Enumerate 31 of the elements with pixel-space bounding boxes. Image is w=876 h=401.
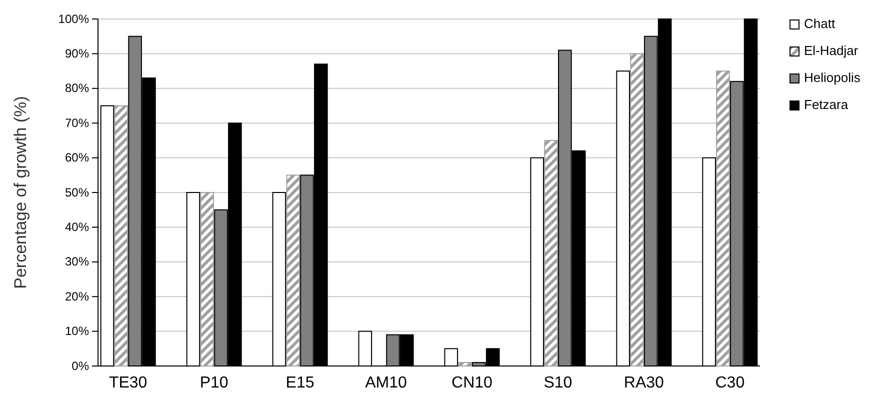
y-tick-label: 0% [72, 358, 90, 373]
y-tick-label: 100% [58, 12, 90, 26]
legend-label: El-Hadjar [804, 43, 859, 58]
legend-label: Heliopolis [804, 70, 861, 85]
y-tick-label: 20% [64, 289, 90, 304]
bar [286, 174, 300, 366]
bar [200, 192, 214, 366]
bar [458, 362, 472, 366]
x-tick-label: C30 [715, 374, 745, 392]
y-axis-title: Percentage of growth (%) [11, 96, 30, 289]
bar [716, 70, 730, 366]
x-tick-label: S10 [544, 374, 572, 392]
y-tick-label: 80% [64, 81, 90, 96]
y-tick-label: 10% [64, 324, 90, 338]
legend-label: Fetzara [804, 97, 849, 112]
bar [630, 53, 644, 366]
y-tick-label: 40% [64, 220, 90, 234]
legend-label: Chatt [804, 16, 836, 31]
x-tick-label: P10 [200, 374, 228, 392]
x-tick-label: RA30 [624, 374, 664, 392]
bar [544, 140, 558, 366]
x-tick-label: TE30 [108, 374, 148, 392]
x-tick-label: E15 [286, 374, 314, 392]
y-tick-label: 60% [64, 150, 90, 165]
y-tick-label: 90% [64, 46, 90, 61]
y-tick-label: 30% [64, 254, 90, 269]
x-tick-label: CN10 [452, 374, 493, 392]
x-tick-label: AM10 [365, 374, 408, 392]
y-tick-label: 70% [64, 116, 90, 130]
y-tick-label: 50% [64, 185, 90, 200]
bar [114, 105, 128, 366]
